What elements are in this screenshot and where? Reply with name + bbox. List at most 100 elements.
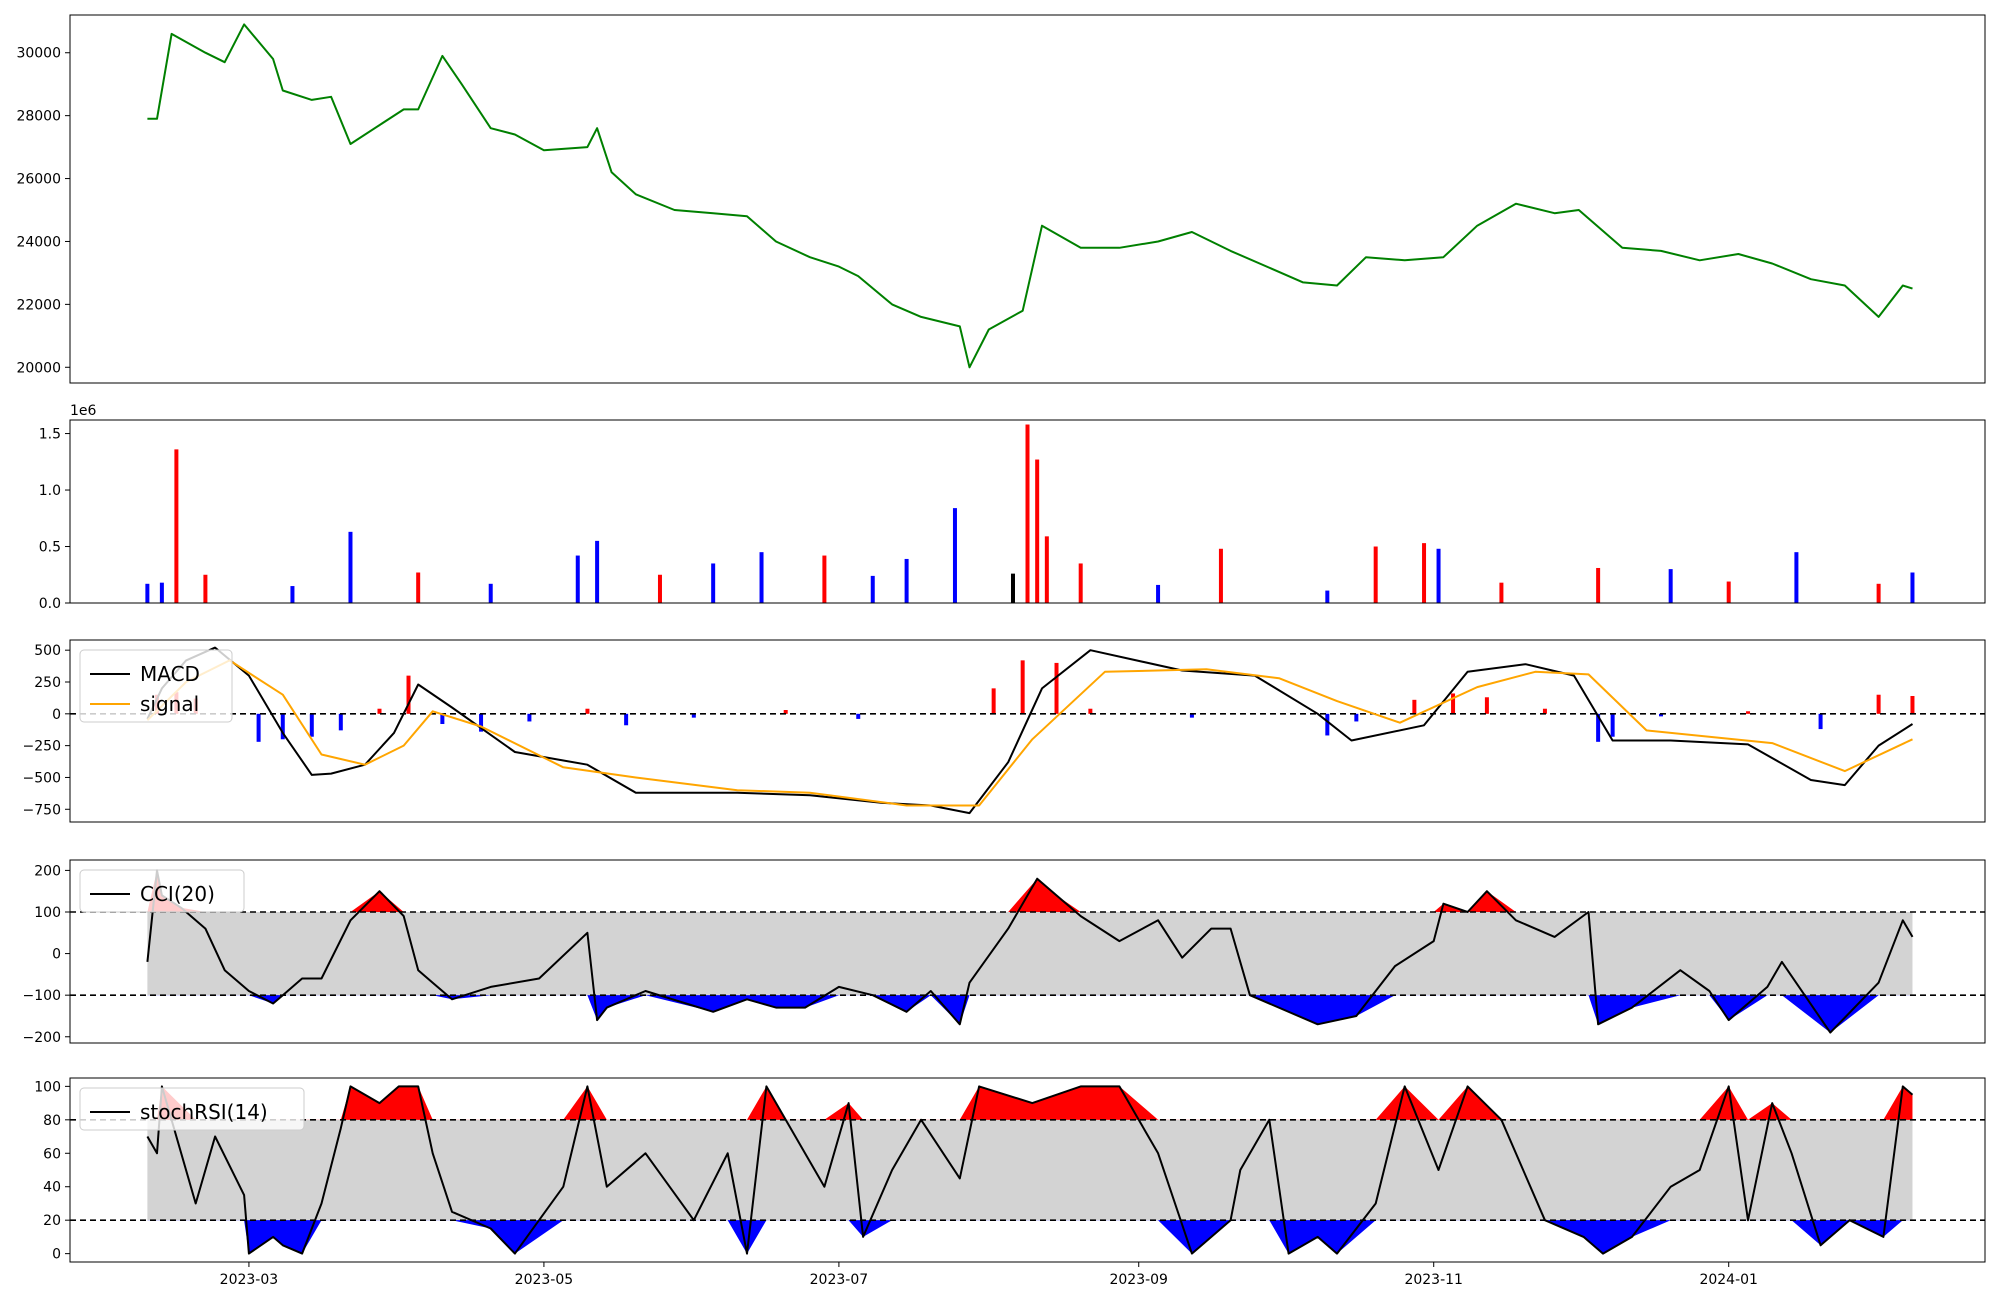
volume-bar	[1422, 543, 1427, 603]
macd-histogram-bar	[280, 713, 285, 740]
volume-bar	[1436, 548, 1441, 603]
volume-panel: 1e6 0.0 0.5 1.0 1.5	[39, 403, 1986, 612]
volume-bar	[904, 558, 909, 603]
volume-bar	[159, 582, 164, 603]
macd-ytick-label: −750	[23, 802, 61, 818]
volume-bar	[1668, 569, 1673, 603]
x-tick-label: 2023-05	[515, 1272, 574, 1288]
macd-histogram-bar	[1054, 662, 1059, 714]
volume-bar	[1910, 572, 1915, 603]
x-tick-label: 2023-03	[220, 1272, 279, 1288]
volume-bar	[1010, 573, 1015, 603]
volume-bar	[1218, 548, 1223, 603]
volume-bar	[1373, 546, 1378, 603]
cci-legend-label: CCI(20)	[140, 882, 215, 906]
stochrsi-oversold-fill	[147, 1220, 1913, 1254]
macd-panel: −750 −500 −250 0 250 500 MACD signal	[23, 639, 1986, 823]
macd-histogram-bar	[1610, 713, 1615, 737]
macd-histogram-bar	[338, 713, 343, 731]
volume-bar	[290, 586, 295, 603]
x-tick-label: 2024-01	[1699, 1272, 1758, 1288]
price-line	[147, 23, 1913, 369]
macd-histogram-bar	[527, 713, 532, 722]
stochrsi-legend-label: stochRSI(14)	[140, 1100, 268, 1124]
price-ytick-label: 28000	[16, 109, 61, 125]
macd-histogram-bar	[1542, 708, 1547, 714]
macd-histogram-bar	[1189, 713, 1194, 718]
cci-panel: −200 −100 0 100 200 CCI(20)	[23, 859, 1986, 1046]
stochrsi-legend-box	[79, 1087, 305, 1131]
volume-bar	[1794, 552, 1799, 603]
volume-bar	[1035, 459, 1040, 603]
stochrsi-ytick-label: 20	[43, 1213, 61, 1229]
cci-ytick-label: −200	[23, 1030, 61, 1046]
cci-ytick-label: 200	[34, 863, 61, 879]
macd-histogram-bar	[1746, 711, 1751, 714]
macd-histogram-bar	[1354, 713, 1359, 722]
cci-line	[146, 869, 1914, 1034]
volume-bar	[1078, 563, 1083, 603]
volume-bar	[145, 583, 150, 603]
stochrsi-ytick-label: 0	[52, 1247, 61, 1263]
stochrsi-line	[146, 1085, 1914, 1255]
macd-frame	[69, 639, 1986, 823]
stochrsi-panel: 0 20 40 60 80 100 stochRSI(14)	[34, 1077, 1986, 1263]
macd-histogram-bar	[991, 688, 996, 714]
macd-histogram-bar	[783, 710, 788, 714]
stochrsi-ytick-label: 80	[43, 1113, 61, 1129]
macd-histogram-bar	[406, 675, 411, 714]
macd-histogram-bar	[1088, 708, 1093, 714]
volume-bar	[1499, 582, 1504, 603]
macd-line	[146, 646, 1914, 815]
macd-histogram-bar	[1818, 713, 1823, 730]
price-ytick-label: 20000	[16, 360, 61, 376]
volume-bar	[952, 508, 957, 603]
stochrsi-frame	[69, 1077, 1986, 1263]
volume-bar	[1044, 536, 1049, 603]
x-tick-label: 2023-07	[810, 1272, 869, 1288]
macd-histogram-bar	[624, 713, 629, 726]
volume-frame	[69, 419, 1986, 604]
volume-bar	[711, 563, 716, 603]
cci-ytick-label: 0	[52, 947, 61, 963]
volume-bar	[1325, 590, 1330, 603]
volume-bar	[759, 552, 764, 603]
macd-histogram-bar	[1020, 660, 1025, 714]
macd-ytick-label: 250	[34, 675, 61, 691]
volume-ytick-label: 0.0	[39, 596, 61, 612]
macd-histogram-bar	[377, 708, 382, 714]
volume-bar	[488, 583, 493, 603]
volume-bar	[575, 555, 580, 603]
volume-bar	[1156, 584, 1161, 603]
macd-legend-label: MACD	[140, 662, 200, 686]
price-frame	[69, 14, 1986, 384]
volume-bar	[1876, 583, 1881, 603]
cci-band	[147, 911, 1913, 996]
volume-bar	[870, 575, 875, 603]
macd-histogram-bar	[1325, 713, 1330, 736]
volume-bar	[822, 555, 827, 603]
stochrsi-ytick-label: 40	[43, 1180, 61, 1196]
macd-histogram-bar	[585, 708, 590, 714]
volume-bar	[1596, 567, 1601, 603]
macd-histogram-bar	[1658, 713, 1663, 717]
volume-bar	[595, 540, 600, 603]
volume-ytick-label: 1.5	[39, 427, 61, 443]
x-tick-label: 2023-11	[1404, 1272, 1463, 1288]
cci-frame	[69, 859, 1986, 1044]
price-ytick-label: 26000	[16, 172, 61, 188]
macd-histogram-bar	[479, 713, 484, 732]
cci-ytick-label: −100	[23, 988, 61, 1004]
volume-bar	[203, 574, 208, 603]
macd-ytick-label: −500	[23, 770, 61, 786]
stochrsi-ytick-label: 60	[43, 1146, 61, 1162]
macd-legend-label: signal	[140, 692, 199, 716]
macd-histogram-bar	[440, 713, 445, 724]
volume-bar	[657, 574, 662, 603]
signal-line	[146, 659, 1913, 807]
stochrsi-ytick-label: 100	[34, 1079, 61, 1095]
macd-histogram-bar	[1412, 699, 1417, 714]
price-ytick-label: 22000	[16, 297, 61, 313]
macd-histogram-bar	[1451, 693, 1456, 714]
